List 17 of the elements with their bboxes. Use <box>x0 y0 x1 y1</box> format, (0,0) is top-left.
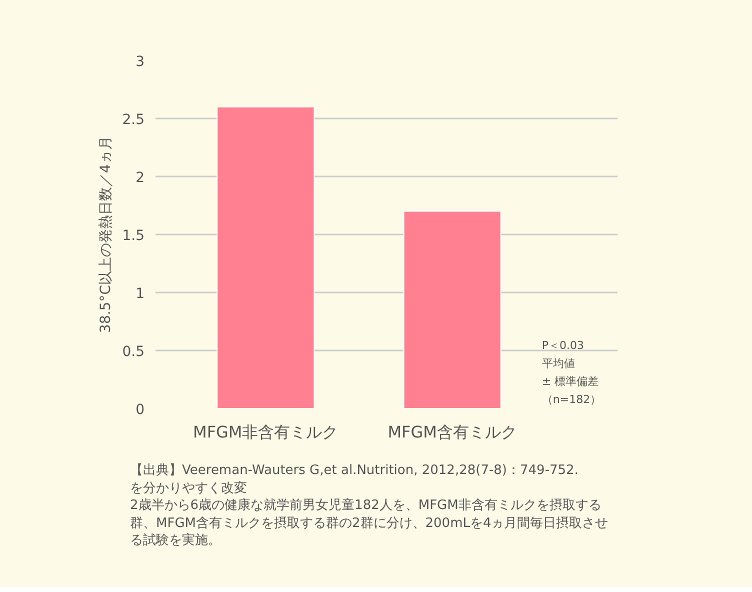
text: 【出典】Veereman-Wauters G,et al.Nutrition, 2012,28(7-8)：749-752. <box>130 462 580 480</box>
x-tick-label: MFGM含有ミルク <box>388 422 517 442</box>
annotation: P＜0.03 <box>542 339 584 352</box>
y-tick-label: 1 <box>136 286 145 302</box>
y-tick-label: 3 <box>136 54 145 70</box>
y-tick-label: 1.5 <box>122 228 144 244</box>
y-tick-label: 2 <box>136 170 145 186</box>
text: 2歳半から6歳の健康な就学前男女児童182人を、MFGM非含有ミルクを摂取する群、MFGM含有ミルクを摂取する群の2群に分け、200mLを4ヵ月間毎日摂取させる試験を実施。 <box>130 497 610 550</box>
annotation: 平均値 <box>542 357 575 370</box>
y-tick-label: 0 <box>136 402 145 418</box>
y-tick-label: 2.5 <box>122 112 144 128</box>
y-axis-title: 38.5°C以上の発熱日数／4ヵ月 <box>98 136 114 333</box>
x-tick-label: MFGM非含有ミルク <box>193 422 338 442</box>
text: を分かりやすく改変 <box>130 480 248 498</box>
annotation: ± 標準偏差 <box>542 375 599 388</box>
annotation: （n=182） <box>542 393 602 406</box>
y-tick-label: 0.5 <box>122 344 144 360</box>
